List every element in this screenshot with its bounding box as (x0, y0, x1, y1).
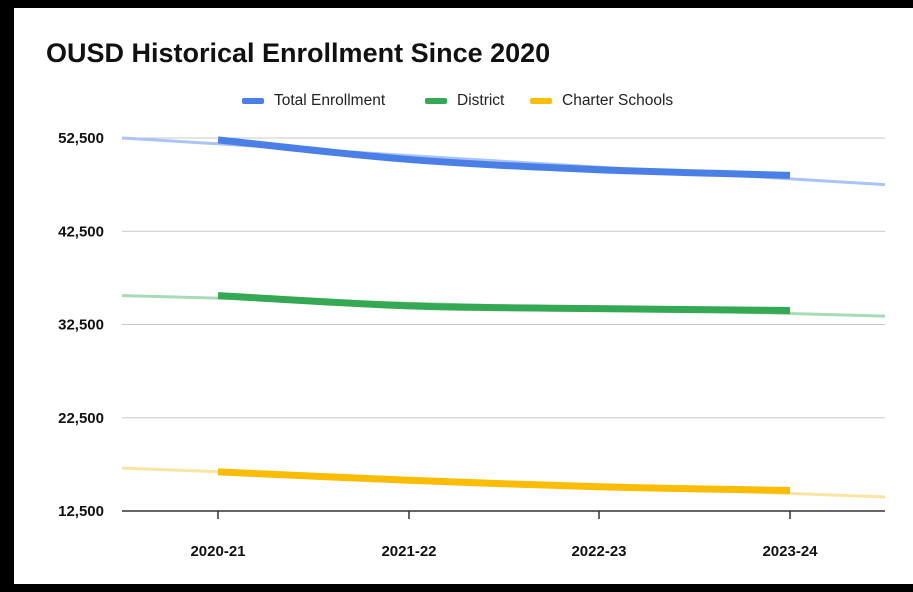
legend-item-total-enrollment[interactable]: Total Enrollment (242, 92, 385, 110)
x-tick-label: 2020-21 (190, 543, 245, 560)
legend-label-total-enrollment: Total Enrollment (274, 92, 386, 109)
y-tick-label: 22,500 (58, 410, 104, 427)
series-line-1 (217, 136, 791, 179)
y-tick-label: 42,500 (58, 223, 104, 240)
series-line-3 (217, 468, 791, 494)
legend: Total Enrollment District Charter School… (0, 92, 913, 112)
legend-label-charter-schools: Charter Schools (562, 92, 674, 109)
x-tick-label: 2023-24 (762, 543, 818, 560)
legend-label-district: District (457, 92, 505, 109)
legend-swatch-district (425, 98, 447, 104)
chart-title: OUSD Historical Enrollment Since 2020 (46, 38, 551, 68)
legend-item-district[interactable]: District (425, 92, 504, 110)
legend-item-charter-schools[interactable]: Charter Schools (530, 92, 673, 110)
y-tick-label: 32,500 (58, 317, 104, 334)
legend-swatch-charter-schools (530, 98, 552, 104)
x-tick-label: 2021-22 (381, 543, 436, 560)
legend-swatch-total-enrollment (242, 98, 264, 104)
y-tick-label: 52,500 (58, 130, 104, 147)
y-tick-label: 12,500 (58, 503, 104, 520)
series-line-2 (217, 292, 791, 315)
x-tick-label: 2022-23 (571, 543, 626, 560)
